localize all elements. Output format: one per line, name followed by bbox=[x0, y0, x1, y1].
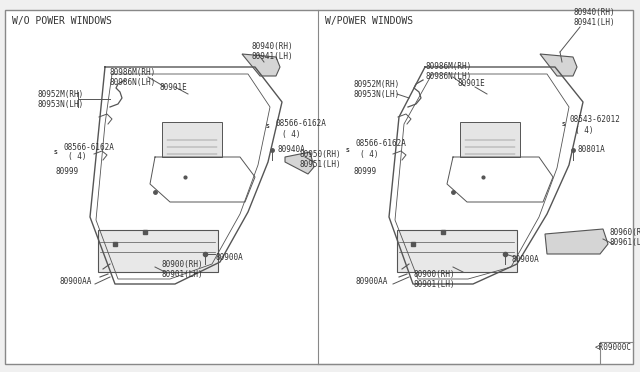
Text: 08566-6162A: 08566-6162A bbox=[275, 119, 326, 128]
FancyBboxPatch shape bbox=[397, 230, 517, 272]
Text: 80961(LH): 80961(LH) bbox=[609, 237, 640, 247]
Text: S: S bbox=[53, 150, 57, 154]
Text: 80960(RH): 80960(RH) bbox=[609, 228, 640, 237]
Text: ( 4): ( 4) bbox=[575, 125, 593, 135]
Text: 80999: 80999 bbox=[55, 167, 78, 176]
Text: S: S bbox=[561, 122, 565, 126]
Text: S: S bbox=[266, 125, 270, 129]
Text: 08566-6162A: 08566-6162A bbox=[63, 142, 114, 151]
Text: ( 4): ( 4) bbox=[282, 129, 301, 138]
Text: 80940(RH): 80940(RH) bbox=[573, 7, 614, 16]
Text: 80901(LH): 80901(LH) bbox=[162, 269, 204, 279]
Text: ( 4): ( 4) bbox=[68, 153, 86, 161]
Polygon shape bbox=[285, 152, 314, 174]
Text: 80940A: 80940A bbox=[278, 145, 306, 154]
Text: ( 4): ( 4) bbox=[360, 150, 378, 158]
Text: 80941(LH): 80941(LH) bbox=[252, 52, 294, 61]
Text: 80941(LH): 80941(LH) bbox=[573, 17, 614, 26]
Text: 80952M(RH): 80952M(RH) bbox=[38, 90, 84, 99]
Text: W/O POWER WINDOWS: W/O POWER WINDOWS bbox=[12, 16, 112, 26]
Text: 80940(RH): 80940(RH) bbox=[252, 42, 294, 51]
Text: 80900AA: 80900AA bbox=[355, 278, 387, 286]
Text: 80953N(LH): 80953N(LH) bbox=[38, 99, 84, 109]
Text: 80951(LH): 80951(LH) bbox=[300, 160, 342, 169]
Text: 80901(LH): 80901(LH) bbox=[413, 279, 454, 289]
Text: W/POWER WINDOWS: W/POWER WINDOWS bbox=[325, 16, 413, 26]
FancyBboxPatch shape bbox=[460, 122, 520, 157]
Text: 80999: 80999 bbox=[353, 167, 376, 176]
Polygon shape bbox=[540, 54, 577, 76]
Text: 80986N(LH): 80986N(LH) bbox=[110, 77, 156, 87]
Polygon shape bbox=[545, 229, 608, 254]
Text: 80986M(RH): 80986M(RH) bbox=[110, 67, 156, 77]
Text: S: S bbox=[345, 148, 349, 153]
Text: 80900A: 80900A bbox=[215, 253, 243, 262]
Text: 80900AA: 80900AA bbox=[60, 278, 92, 286]
Text: 80901E: 80901E bbox=[160, 83, 188, 92]
FancyBboxPatch shape bbox=[162, 122, 222, 157]
Text: 80950(RH): 80950(RH) bbox=[300, 150, 342, 158]
Text: 80986M(RH): 80986M(RH) bbox=[425, 62, 471, 71]
Polygon shape bbox=[242, 54, 280, 76]
Text: <R09000C: <R09000C bbox=[595, 343, 632, 352]
FancyBboxPatch shape bbox=[98, 230, 218, 272]
Text: 80900(RH): 80900(RH) bbox=[413, 269, 454, 279]
Text: 80953N(LH): 80953N(LH) bbox=[353, 90, 399, 99]
Text: 80986N(LH): 80986N(LH) bbox=[425, 73, 471, 81]
Text: 80900A: 80900A bbox=[512, 256, 540, 264]
Text: 80952M(RH): 80952M(RH) bbox=[353, 80, 399, 89]
Text: 08543-62012: 08543-62012 bbox=[570, 115, 621, 125]
Text: 80901E: 80901E bbox=[457, 80, 484, 89]
Text: 80900(RH): 80900(RH) bbox=[162, 260, 204, 269]
Text: 80801A: 80801A bbox=[577, 145, 605, 154]
Text: 08566-6162A: 08566-6162A bbox=[355, 140, 406, 148]
